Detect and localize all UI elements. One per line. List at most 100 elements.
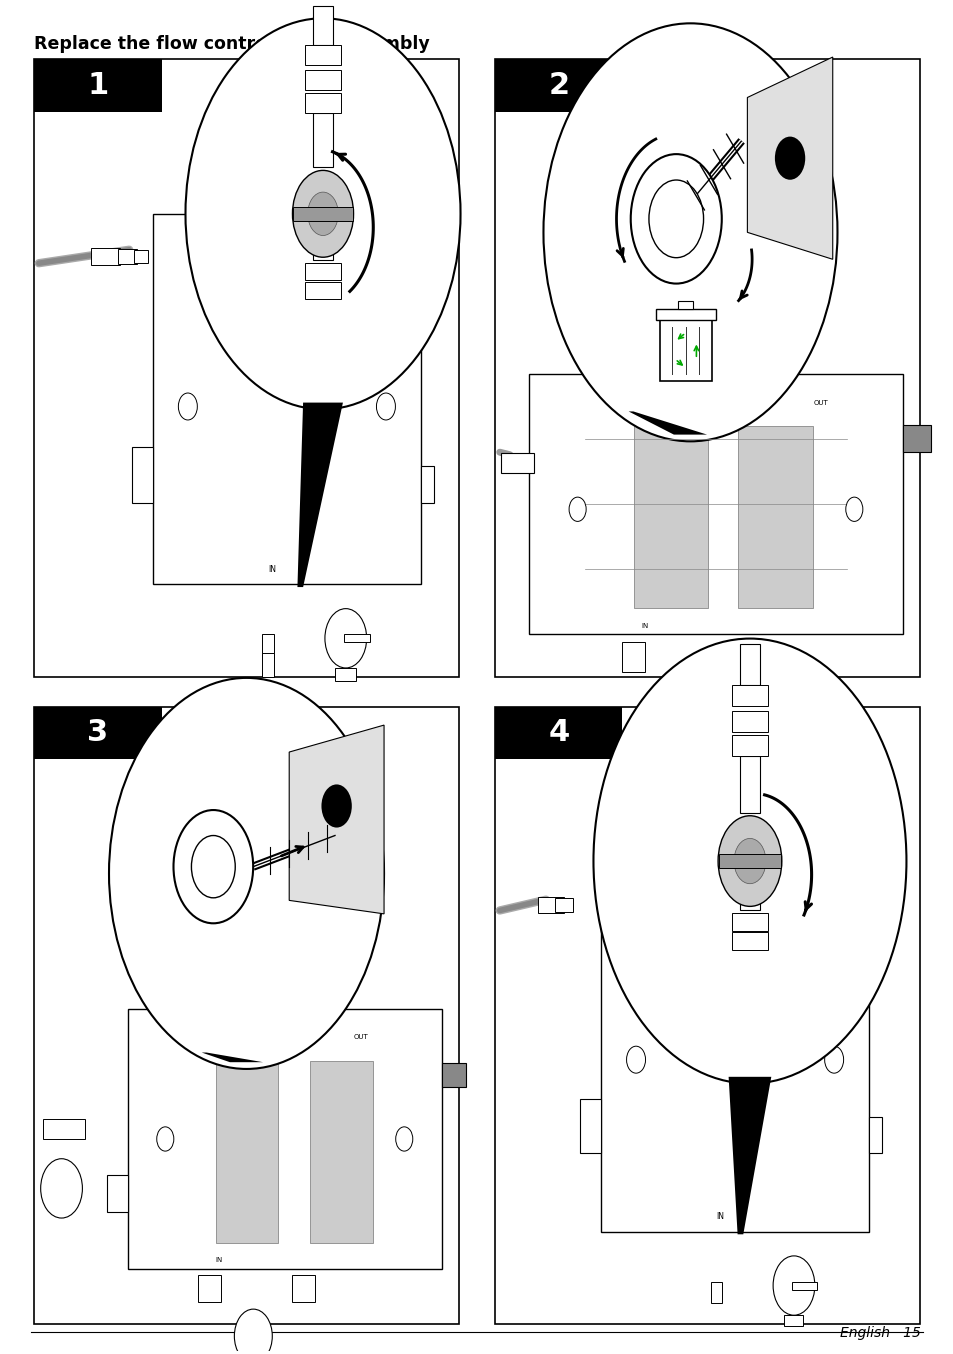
Circle shape [569,497,585,521]
Bar [678,301,693,309]
Circle shape [593,639,905,1083]
Bar [600,873,868,1232]
Bar [313,240,333,260]
Circle shape [648,180,702,257]
Circle shape [718,815,781,906]
Bar [655,309,715,320]
Circle shape [109,678,384,1068]
Circle shape [321,784,352,827]
Bar [293,207,353,221]
Bar [659,320,711,380]
Bar [133,250,148,263]
Bar [495,60,919,677]
Bar [107,1175,128,1212]
Bar [621,642,644,672]
Text: IN: IN [215,1258,223,1263]
Bar [731,711,767,731]
Bar [305,264,340,280]
Bar [43,1118,85,1139]
Bar [215,1062,278,1243]
Polygon shape [201,1052,263,1062]
Text: IN: IN [716,1212,723,1221]
Bar [305,45,340,65]
Circle shape [173,810,253,923]
Circle shape [774,137,804,180]
Bar [305,69,340,89]
Circle shape [156,1127,173,1151]
Bar [734,642,757,672]
Circle shape [772,1257,814,1315]
Bar [118,249,136,264]
Bar [495,707,919,1324]
Circle shape [543,23,837,441]
Bar [495,60,622,112]
Bar [420,466,434,502]
Bar [579,1099,600,1152]
Bar [710,1281,721,1303]
Bar [335,668,355,681]
Bar [495,707,622,760]
Text: OUT: OUT [354,1034,368,1040]
Circle shape [185,19,460,409]
Bar [739,888,760,910]
Text: IN: IN [640,623,648,628]
Bar [633,427,708,608]
Bar [554,898,573,911]
Bar [738,427,812,608]
Bar [310,1062,373,1243]
Text: 3: 3 [87,719,109,747]
Circle shape [234,1309,272,1354]
Bar [305,93,340,112]
Polygon shape [289,726,384,914]
Bar [262,634,274,658]
Bar [34,707,161,760]
Polygon shape [728,1076,770,1235]
Bar [132,447,152,502]
Bar [731,913,767,930]
Bar [731,933,767,951]
Bar [292,1275,314,1303]
Circle shape [293,171,354,257]
Text: English   15: English 15 [839,1327,920,1340]
Bar [529,375,902,634]
Circle shape [395,1127,413,1151]
Circle shape [630,154,721,283]
Text: 4: 4 [548,719,569,747]
Circle shape [726,681,764,735]
Bar [343,634,370,642]
Bar [739,645,760,685]
Circle shape [192,835,235,898]
Bar [902,425,930,452]
Circle shape [626,1047,645,1074]
Text: IN: IN [268,565,275,574]
Polygon shape [746,57,832,260]
Polygon shape [297,402,342,588]
Bar [441,1063,465,1087]
Circle shape [845,497,862,521]
Bar [313,112,333,168]
Text: OUT: OUT [812,399,827,405]
Text: 2: 2 [548,72,569,100]
Bar [197,1275,220,1303]
Bar [91,248,120,265]
Circle shape [308,192,338,236]
Bar [731,735,767,756]
Bar [868,1117,882,1152]
Bar [537,896,563,913]
Bar [34,60,458,677]
Circle shape [376,393,395,420]
Text: Replace the flow control valve assembly: Replace the flow control valve assembly [34,35,430,53]
Bar [731,685,767,705]
Bar [262,653,274,677]
Polygon shape [628,412,706,435]
Bar [305,282,340,299]
Bar [128,1009,441,1269]
Bar [783,1315,802,1326]
Bar [152,214,420,585]
Circle shape [41,1159,82,1219]
Bar [313,5,333,45]
Circle shape [823,1047,842,1074]
Circle shape [325,609,366,668]
Text: 1: 1 [87,72,109,100]
Bar [34,60,161,112]
